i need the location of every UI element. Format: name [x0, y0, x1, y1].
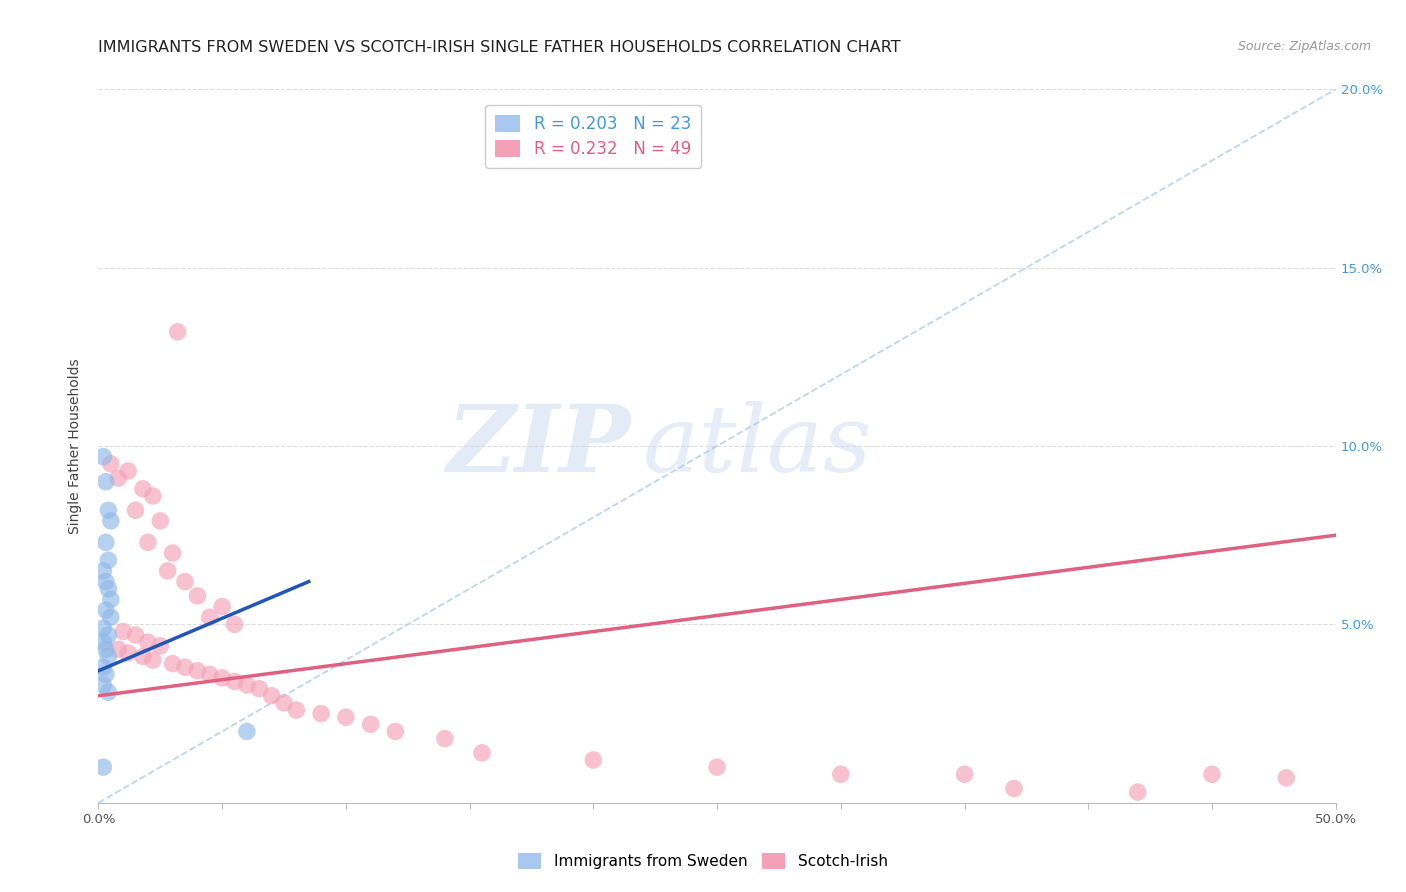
Point [260, 689, 283, 703]
Point [224, 617, 246, 632]
Point [224, 674, 246, 689]
Point [107, 642, 129, 657]
Point [156, 564, 179, 578]
Point [97, 503, 120, 517]
Point [174, 660, 197, 674]
Point [112, 624, 135, 639]
Point [100, 610, 122, 624]
Point [706, 760, 728, 774]
Point [94, 603, 117, 617]
Point [335, 710, 357, 724]
Point [433, 731, 456, 746]
Text: IMMIGRANTS FROM SWEDEN VS SCOTCH-IRISH SINGLE FATHER HOUSEHOLDS CORRELATION CHAR: IMMIGRANTS FROM SWEDEN VS SCOTCH-IRISH S… [98, 40, 901, 55]
Point [94, 574, 117, 589]
Point [136, 635, 159, 649]
Point [124, 628, 146, 642]
Text: ZIP: ZIP [446, 401, 630, 491]
Point [149, 639, 172, 653]
Point [94, 667, 117, 681]
Point [236, 678, 259, 692]
Point [100, 457, 122, 471]
Point [107, 471, 129, 485]
Point [247, 681, 270, 696]
Point [582, 753, 605, 767]
Point [142, 653, 165, 667]
Point [236, 724, 259, 739]
Point [162, 546, 184, 560]
Point [100, 514, 122, 528]
Point [93, 760, 115, 774]
Point [117, 646, 139, 660]
Point [1275, 771, 1298, 785]
Point [93, 450, 115, 464]
Point [1126, 785, 1149, 799]
Point [309, 706, 332, 721]
Point [93, 635, 115, 649]
Point [132, 649, 155, 664]
Point [198, 667, 221, 681]
Point [142, 489, 165, 503]
Point [198, 610, 221, 624]
Point [97, 628, 120, 642]
Point [1002, 781, 1025, 796]
Point [360, 717, 382, 731]
Text: atlas: atlas [643, 401, 872, 491]
Point [117, 464, 139, 478]
Point [97, 685, 120, 699]
Point [174, 574, 197, 589]
Point [166, 325, 188, 339]
Point [93, 678, 115, 692]
Legend: Immigrants from Sweden, Scotch-Irish: Immigrants from Sweden, Scotch-Irish [512, 847, 894, 875]
Point [97, 582, 120, 596]
Point [953, 767, 976, 781]
Point [149, 514, 172, 528]
Point [132, 482, 155, 496]
Point [211, 671, 233, 685]
Point [93, 660, 115, 674]
Y-axis label: Single Father Households: Single Father Households [69, 359, 83, 533]
Point [94, 475, 117, 489]
Point [211, 599, 233, 614]
Point [1201, 767, 1223, 781]
Point [186, 589, 208, 603]
Point [124, 503, 146, 517]
Point [830, 767, 852, 781]
Text: Source: ZipAtlas.com: Source: ZipAtlas.com [1237, 40, 1371, 54]
Point [471, 746, 494, 760]
Point [94, 535, 117, 549]
Point [100, 592, 122, 607]
Point [93, 564, 115, 578]
Point [97, 649, 120, 664]
Point [97, 553, 120, 567]
Point [93, 621, 115, 635]
Point [384, 724, 406, 739]
Point [136, 535, 159, 549]
Point [273, 696, 295, 710]
Point [186, 664, 208, 678]
Point [94, 642, 117, 657]
Point [285, 703, 308, 717]
Legend: R = 0.203   N = 23, R = 0.232   N = 49: R = 0.203 N = 23, R = 0.232 N = 49 [485, 104, 702, 168]
Point [162, 657, 184, 671]
